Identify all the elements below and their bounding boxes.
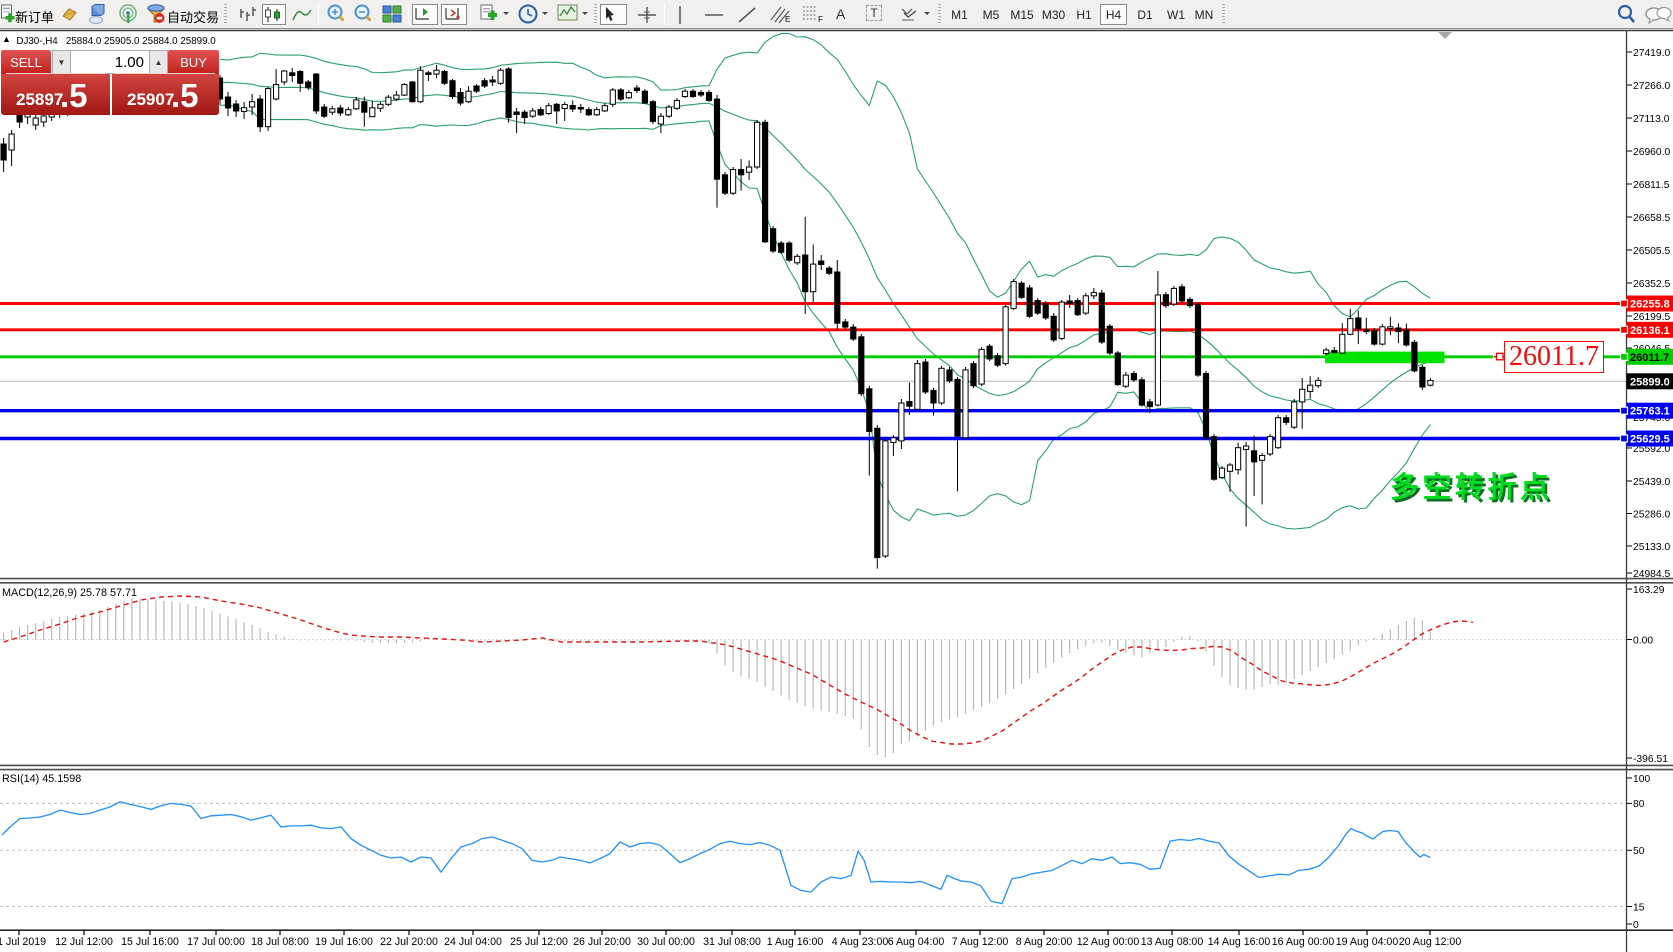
svg-text:8 Aug 20:00: 8 Aug 20:00 xyxy=(1016,936,1073,948)
svg-text:0.00: 0.00 xyxy=(1633,635,1653,646)
svg-text:100: 100 xyxy=(1633,774,1650,785)
svg-text:12 Jul 12:00: 12 Jul 12:00 xyxy=(55,936,113,948)
svg-text:24 Jul 04:00: 24 Jul 04:00 xyxy=(444,936,502,948)
svg-text:20 Aug 12:00: 20 Aug 12:00 xyxy=(1399,936,1462,948)
svg-text:31 Jul 08:00: 31 Jul 08:00 xyxy=(703,936,761,948)
svg-text:15: 15 xyxy=(1633,902,1645,913)
svg-text:50: 50 xyxy=(1633,846,1645,857)
svg-text:26658.5: 26658.5 xyxy=(1633,213,1670,224)
svg-text:26199.5: 26199.5 xyxy=(1633,312,1670,323)
svg-text:27419.0: 27419.0 xyxy=(1633,48,1670,59)
svg-text:F: F xyxy=(818,15,823,24)
svg-text:80: 80 xyxy=(1633,799,1645,810)
svg-text:16 Aug 00:00: 16 Aug 00:00 xyxy=(1272,936,1335,948)
svg-text:11 Jul 2019: 11 Jul 2019 xyxy=(0,936,46,948)
svg-text:18 Jul 08:00: 18 Jul 08:00 xyxy=(251,936,309,948)
svg-text:25899.0: 25899.0 xyxy=(1630,376,1670,388)
svg-text:25763.1: 25763.1 xyxy=(1630,406,1670,418)
svg-text:0: 0 xyxy=(1633,920,1639,931)
svg-text:26505.5: 26505.5 xyxy=(1633,246,1670,257)
svg-text:26011.7: 26011.7 xyxy=(1630,352,1669,364)
svg-text:27266.0: 27266.0 xyxy=(1633,81,1670,92)
svg-text:E: E xyxy=(785,15,790,24)
svg-text:26960.0: 26960.0 xyxy=(1633,147,1670,158)
svg-text:25629.5: 25629.5 xyxy=(1630,434,1670,446)
svg-text:7 Aug 12:00: 7 Aug 12:00 xyxy=(952,936,1009,948)
svg-text:4 Aug 23:00: 4 Aug 23:00 xyxy=(832,936,889,948)
svg-text:27113.0: 27113.0 xyxy=(1633,114,1670,125)
svg-text:25133.0: 25133.0 xyxy=(1633,542,1670,553)
svg-text:25439.0: 25439.0 xyxy=(1633,477,1670,488)
svg-text:26352.5: 26352.5 xyxy=(1633,279,1670,290)
svg-text:26 Jul 20:00: 26 Jul 20:00 xyxy=(573,936,631,948)
svg-text:22 Jul 20:00: 22 Jul 20:00 xyxy=(380,936,438,948)
svg-text:163.29: 163.29 xyxy=(1633,585,1665,596)
svg-text:-396.51: -396.51 xyxy=(1633,754,1668,765)
svg-text:25592.0: 25592.0 xyxy=(1633,444,1670,455)
svg-text:17 Jul 00:00: 17 Jul 00:00 xyxy=(187,936,245,948)
svg-text:15 Jul 16:00: 15 Jul 16:00 xyxy=(121,936,179,948)
svg-text:14 Aug 16:00: 14 Aug 16:00 xyxy=(1208,936,1271,948)
svg-text:26811.5: 26811.5 xyxy=(1633,180,1670,191)
svg-text:25 Jul 12:00: 25 Jul 12:00 xyxy=(510,936,568,948)
svg-text:30 Jul 00:00: 30 Jul 00:00 xyxy=(637,936,695,948)
svg-text:24984.5: 24984.5 xyxy=(1633,569,1670,580)
svg-text:26136.1: 26136.1 xyxy=(1630,325,1670,337)
svg-text:1 Aug 16:00: 1 Aug 16:00 xyxy=(767,936,824,948)
svg-text:19 Jul 16:00: 19 Jul 16:00 xyxy=(315,936,373,948)
svg-text:13 Aug 08:00: 13 Aug 08:00 xyxy=(1141,936,1204,948)
svg-text:12 Aug 00:00: 12 Aug 00:00 xyxy=(1077,936,1140,948)
svg-text:25286.0: 25286.0 xyxy=(1633,509,1670,520)
svg-text:26255.8: 26255.8 xyxy=(1630,299,1670,311)
svg-text:19 Aug 04:00: 19 Aug 04:00 xyxy=(1336,936,1399,948)
svg-text:6 Aug 04:00: 6 Aug 04:00 xyxy=(888,936,945,948)
